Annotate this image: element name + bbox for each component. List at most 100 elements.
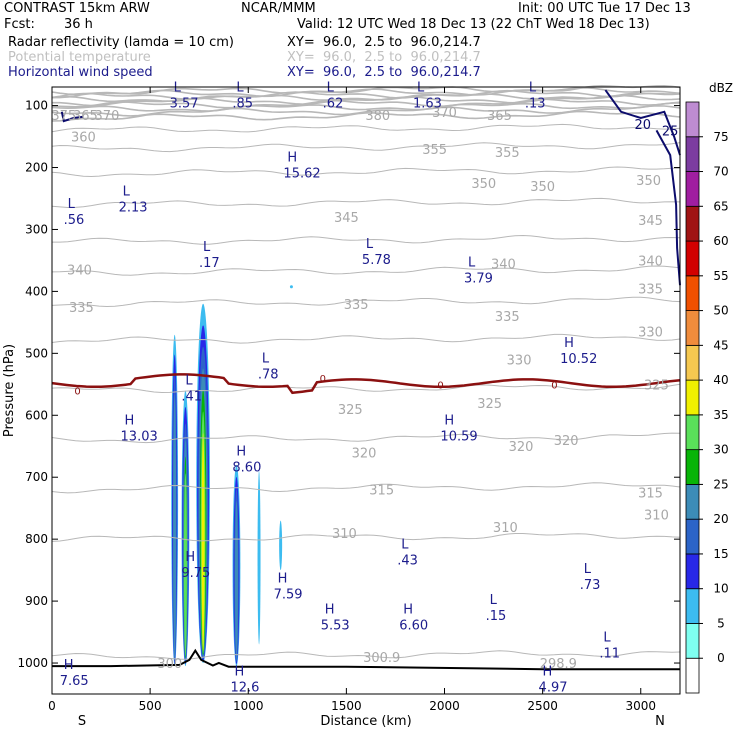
wind-contour-line (60, 111, 84, 123)
theta-label: 335 (638, 282, 663, 297)
x-end-label-south: S (78, 714, 86, 729)
wind-extremum-symbol: L (174, 80, 182, 95)
x-tick-label: 500 (139, 699, 162, 713)
reflectivity-layer (171, 285, 293, 667)
theta-contour-line (51, 123, 681, 133)
theta-label: 330 (507, 354, 532, 369)
wind-extremum-value: 15.62 (283, 166, 320, 181)
theta-label: 345 (638, 214, 663, 229)
colorbar-tick-label: 75 (713, 130, 728, 144)
y-tick-label: 100 (25, 99, 48, 113)
colorbar-box (685, 310, 700, 346)
terrain-line (51, 648, 680, 671)
y-axis-label: Pressure (hPa) (2, 344, 17, 437)
wind-contour-label: 20 (634, 118, 651, 133)
wind-extremum-value: 10.59 (440, 430, 477, 445)
colorbar-box (685, 484, 700, 520)
wind-extremum-symbol: H (278, 572, 288, 587)
theta-label: 370 (432, 106, 457, 121)
colorbar-unit: dBZ (709, 81, 733, 95)
theta-label: 335 (495, 310, 520, 325)
x-end-label-north: N (655, 714, 665, 729)
theta-label: 315 (638, 487, 663, 502)
y-tick-label: 800 (25, 532, 48, 546)
wind-extremum-symbol: L (490, 593, 498, 608)
colorbar-tick-label: 0 (717, 651, 725, 665)
wind-contour-line (604, 89, 681, 156)
fcst-label: Fcst: (4, 17, 35, 32)
y-tick-label: 200 (25, 161, 48, 175)
colorbar-box (685, 136, 700, 172)
theta-label: 325 (338, 403, 363, 418)
field-xy-theta: XY= 96.0, 2.5 to 96.0,214.7 (287, 50, 481, 65)
wind-contour-layer (60, 89, 681, 286)
wind-extremum-value: .17 (199, 256, 220, 271)
theta-contour-line (51, 98, 681, 109)
colorbar-tick-label: 5 (717, 616, 725, 630)
wind-contour-label: 25 (662, 124, 679, 139)
theta-contour-line (51, 110, 681, 122)
y-tick-label: 400 (25, 284, 48, 298)
colorbar-box (685, 205, 700, 242)
wind-extremum-value: .11 (599, 646, 620, 661)
theta-label: 310 (644, 508, 669, 523)
wind-extremum-symbol: H (64, 658, 74, 673)
wind-extremum-symbol: L (584, 562, 592, 577)
x-tick-label: 2500 (527, 699, 558, 713)
theta-label: 335 (69, 301, 94, 316)
x-tick-label: 1000 (233, 699, 264, 713)
colorbar: 0 5 10 15 20 25 30 35 40 45 50 55 60 65 70 75 dBZ (685, 81, 733, 694)
theta-contour-line (51, 197, 681, 209)
wind-extremum-value: .41 (181, 389, 202, 404)
colorbar-box (685, 379, 700, 416)
wind-extremum-value: 8.60 (232, 461, 261, 476)
theta-contour-line (51, 92, 681, 103)
wind-extremum-value: 1.63 (413, 96, 442, 111)
colorbar-box (685, 101, 700, 138)
reflectivity-cell-4-5 (257, 471, 261, 645)
wind-extremum-symbol: L (366, 237, 374, 252)
wind-extremum-symbol: L (68, 197, 76, 212)
wind-extremum-value: 5.78 (362, 253, 391, 268)
theta-label: 315 (369, 484, 394, 499)
colorbar-box (685, 344, 700, 381)
wind-extremum-value: 6.60 (399, 618, 428, 633)
wind-extremum-symbol: L (123, 184, 131, 199)
colorbar-box (685, 588, 700, 624)
colorbar-box (685, 240, 700, 277)
field-xy-reflectivity: XY= 96.0, 2.5 to 96.0,214.7 (287, 35, 481, 50)
y-tick-label: 600 (25, 408, 48, 422)
wind-extremum-symbol: L (262, 352, 270, 367)
wind-extremum-symbol: H (564, 336, 574, 351)
freezing-level-label: 0 (551, 380, 557, 391)
theta-contour-line (51, 265, 681, 276)
theta-contour-line (51, 102, 681, 112)
wind-extremum-symbol: L (603, 630, 611, 645)
theta-label: 340 (491, 258, 516, 273)
reflectivity-cell-0-20 (173, 394, 177, 661)
model-title: CONTRAST 15km ARW (4, 1, 150, 16)
wind-extremum-value: 10.52 (560, 352, 597, 367)
y-tick-label: 1000 (17, 656, 48, 670)
field-name-reflectivity: Radar reflectivity (lamda = 10 cm) (8, 35, 234, 50)
colorbar-box (685, 275, 700, 311)
colorbar-tick-label: 60 (713, 234, 728, 248)
colorbar-box (685, 518, 700, 555)
x-axis-label: Distance (km) (320, 714, 411, 729)
colorbar-tick-label: 55 (713, 269, 728, 283)
colorbar-tick-label: 70 (713, 165, 728, 179)
center-label: NCAR/MMM (241, 1, 316, 16)
wind-extremum-value: 3.57 (170, 96, 199, 111)
wind-extremum-value: 7.65 (60, 674, 89, 689)
field-name-theta: Potential temperature (8, 50, 151, 65)
theta-label: 350 (636, 174, 661, 189)
theta-label: 298.9 (540, 657, 577, 672)
colorbar-tick-label: 10 (713, 582, 728, 596)
theta-label: 380 (365, 109, 390, 124)
theta-label: 365 (487, 109, 512, 124)
colorbar-tick-label: 40 (713, 373, 728, 387)
theta-contour-line (51, 650, 681, 660)
wind-extremum-symbol: L (468, 256, 476, 271)
theta-contour-line (51, 432, 681, 444)
wind-extremum-symbol: L (236, 80, 244, 95)
